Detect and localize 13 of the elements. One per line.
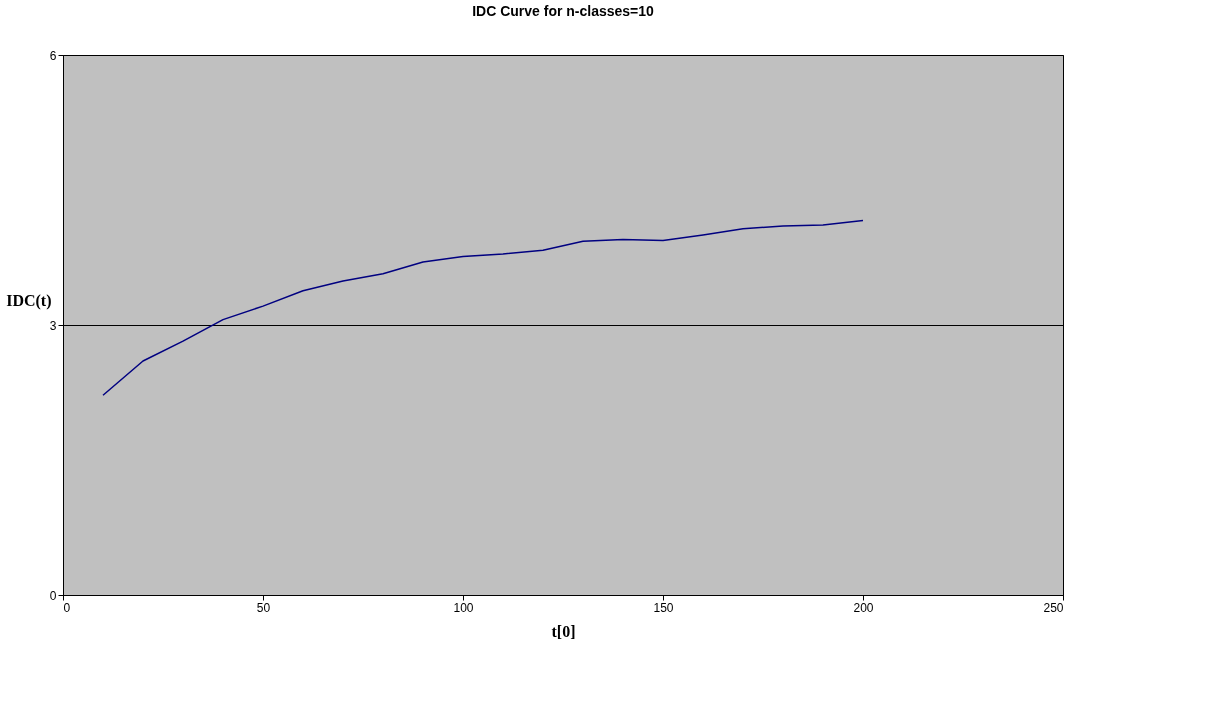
x-tick-label: 200 bbox=[853, 600, 874, 615]
x-tick-label: 50 bbox=[256, 600, 271, 615]
y-tick-label: 3 bbox=[49, 318, 57, 333]
y-tick-label: 6 bbox=[49, 48, 57, 63]
line-series bbox=[102, 219, 864, 396]
y-axis-title: IDC(t) bbox=[6, 291, 52, 310]
chart-title: IDC Curve for n-classes=10 bbox=[472, 3, 655, 19]
x-tick-label: 0 bbox=[63, 600, 71, 615]
x-tick-label: 100 bbox=[453, 600, 474, 615]
x-axis-title: t[0] bbox=[551, 622, 576, 640]
x-tick-label: 150 bbox=[653, 600, 674, 615]
x-tick-label: 250 bbox=[1043, 600, 1064, 615]
y-tick-label: 0 bbox=[49, 588, 57, 603]
